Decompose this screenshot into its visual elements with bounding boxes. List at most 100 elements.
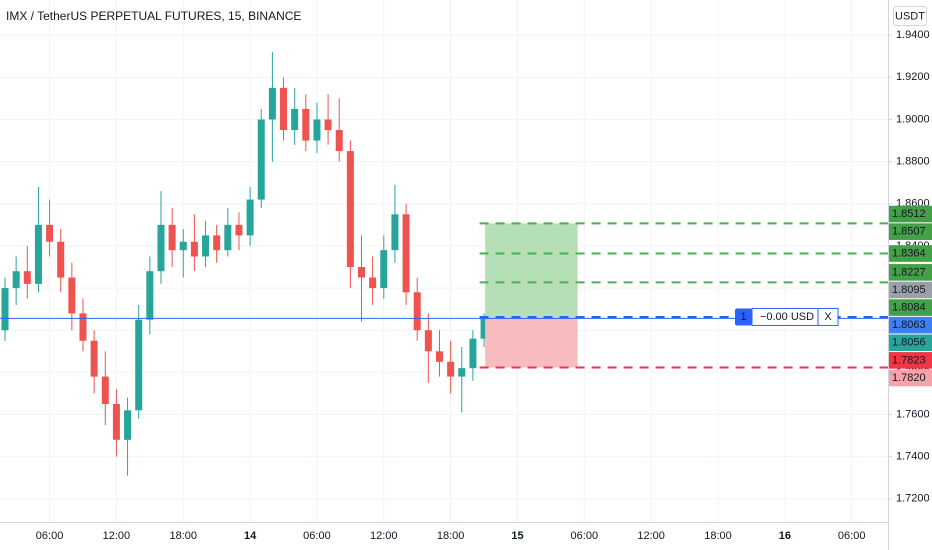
- price-label: 1.8084: [892, 301, 926, 313]
- candle-body: [424, 330, 432, 352]
- candle-body: [213, 235, 221, 251]
- candle-body: [480, 317, 488, 339]
- x-tick-label: 14: [244, 530, 257, 542]
- candle-body: [224, 224, 232, 251]
- candle-body: [46, 224, 54, 242]
- candle-body: [313, 119, 321, 141]
- x-tick-label: 18:00: [169, 530, 197, 542]
- candle-body: [79, 313, 87, 341]
- x-tick-label: 12:00: [103, 530, 131, 542]
- candle-body: [101, 376, 109, 404]
- y-tick-label: 1.9000: [896, 113, 930, 125]
- y-tick-label: 1.7400: [896, 451, 930, 463]
- candle-body: [57, 241, 65, 278]
- x-tick-label: 12:00: [370, 530, 398, 542]
- price-label-bg: [889, 264, 932, 281]
- price-label-bg: [889, 316, 932, 334]
- candle-body: [291, 108, 299, 131]
- y-tick-label: 1.9400: [896, 29, 930, 41]
- candle-body: [90, 340, 98, 377]
- order-pnl-bg[interactable]: [751, 307, 839, 326]
- candle-body: [346, 151, 354, 268]
- profit-zone: [485, 223, 578, 317]
- price-label-bg: [889, 223, 932, 240]
- candle-body: [458, 368, 466, 377]
- order-qty-bg[interactable]: [735, 308, 752, 326]
- candle-body: [335, 130, 343, 152]
- order-close[interactable]: X: [824, 311, 832, 323]
- candle-body: [157, 224, 165, 272]
- price-label-bg: [889, 281, 932, 299]
- candle-body: [146, 271, 154, 320]
- y-tick-label: 1.8800: [896, 156, 930, 168]
- x-tick-label: 06:00: [838, 530, 866, 542]
- candle-body: [1, 288, 9, 331]
- chart-title: IMX / TetherUS PERPETUAL FUTURES, 15, BI…: [6, 9, 301, 23]
- candle-body: [469, 338, 477, 369]
- candle-body: [246, 199, 254, 236]
- price-label-bg: [889, 369, 932, 387]
- candle-body: [235, 224, 243, 236]
- x-tick-label: 06:00: [36, 530, 64, 542]
- candle-body: [23, 271, 31, 284]
- candle-body: [257, 119, 265, 200]
- price-label-bg: [889, 352, 932, 369]
- price-label-bg: [889, 334, 932, 352]
- plot-area: [1, 52, 488, 476]
- candle-body: [402, 214, 410, 293]
- x-tick-label: 06:00: [571, 530, 599, 542]
- price-label: 1.8512: [892, 208, 926, 220]
- candle-body: [12, 271, 20, 289]
- time-axis-bg: [0, 522, 888, 550]
- price-label: 1.8095: [892, 284, 926, 296]
- x-tick-label: 18:00: [704, 530, 732, 542]
- price-label: 1.7820: [892, 372, 926, 384]
- candle-body: [190, 241, 198, 257]
- x-tick-label: 06:00: [303, 530, 331, 542]
- price-label: 1.8507: [892, 226, 926, 238]
- price-label: 1.8063: [892, 319, 926, 331]
- price-label-bg: [889, 205, 932, 223]
- candle-body: [435, 351, 443, 362]
- candle-body: [124, 410, 132, 440]
- candle-body: [380, 250, 388, 289]
- order-qty[interactable]: 1: [740, 311, 746, 323]
- candle-body: [369, 277, 377, 289]
- grid: [0, 0, 888, 522]
- candle-body: [168, 224, 176, 251]
- x-tick-label: 16: [779, 530, 791, 542]
- x-tick-label: 12:00: [637, 530, 665, 542]
- price-label-bg: [889, 245, 932, 262]
- y-tick-label: 1.7600: [896, 408, 930, 420]
- candle-body: [112, 403, 120, 440]
- axes: 1.72001.74001.76001.78001.80001.82001.84…: [36, 29, 932, 542]
- y-tick-label: 1.7200: [896, 493, 930, 505]
- currency-button[interactable]: [893, 6, 927, 26]
- candle-body: [202, 235, 210, 257]
- price-label-bg: [889, 299, 932, 316]
- price-label: 1.8227: [892, 266, 926, 278]
- candle-body: [358, 267, 366, 278]
- candle-body: [68, 277, 76, 314]
- loss-zone: [485, 316, 578, 368]
- y-tick-label: 1.9200: [896, 71, 930, 83]
- price-label: 1.8056: [892, 337, 926, 349]
- candle-body: [179, 241, 187, 251]
- candle-body: [447, 361, 455, 377]
- candle-body: [34, 224, 42, 284]
- candle-body: [268, 87, 276, 120]
- currency-label[interactable]: USDT: [895, 10, 925, 22]
- price-label: 1.8364: [892, 247, 926, 259]
- x-tick-label: 15: [511, 530, 523, 542]
- x-tick-label: 18:00: [437, 530, 465, 542]
- candle-body: [324, 119, 332, 131]
- candle-body: [391, 214, 399, 251]
- overlay: 1 −0.00 USD X: [0, 222, 888, 369]
- candle-body: [413, 292, 421, 331]
- candle-body: [280, 87, 288, 131]
- order-pnl[interactable]: −0.00 USD: [760, 311, 814, 323]
- candle-body: [302, 108, 310, 141]
- price-label: 1.7823: [892, 354, 926, 366]
